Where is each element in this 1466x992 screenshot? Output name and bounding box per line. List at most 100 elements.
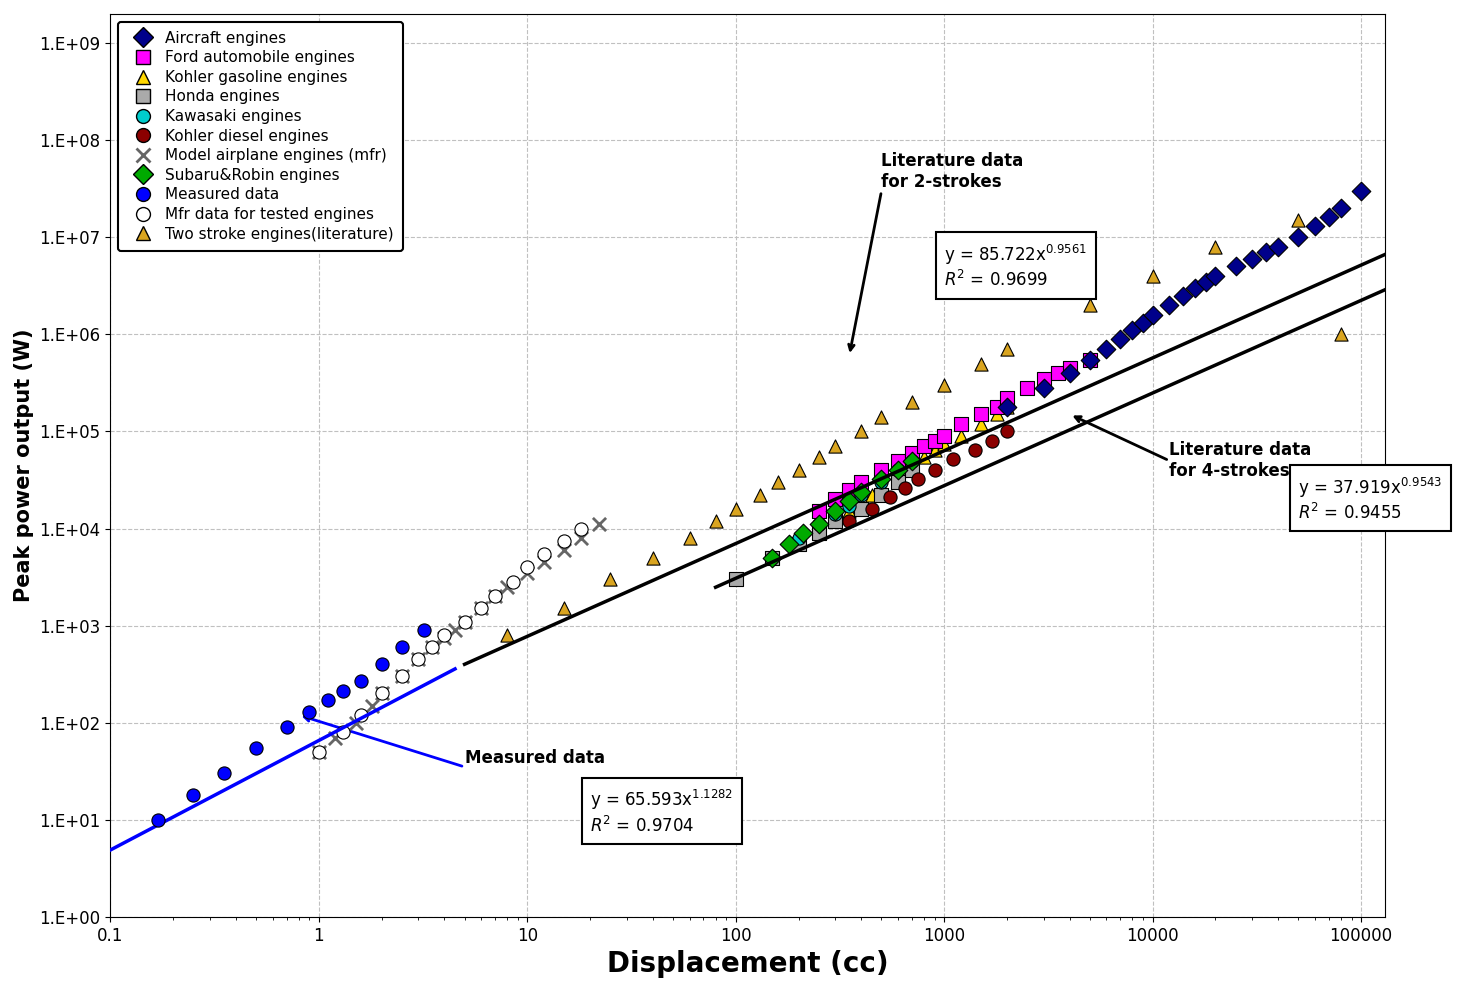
Point	[932, 428, 956, 443]
Point	[1330, 326, 1353, 342]
Point	[912, 438, 935, 454]
Text: y = 65.593x$^{1.1282}$
$R^2$ = 0.9704: y = 65.593x$^{1.1282}$ $R^2$ = 0.9704	[591, 789, 733, 836]
Point	[985, 399, 1009, 415]
Point	[963, 441, 987, 457]
Point	[361, 697, 384, 713]
Point	[553, 533, 576, 549]
Point	[1171, 288, 1195, 304]
Point	[331, 724, 355, 740]
Point	[1240, 251, 1264, 267]
Point	[274, 719, 298, 735]
Point	[484, 588, 507, 604]
Point	[887, 474, 910, 490]
Point	[969, 356, 992, 372]
Point	[787, 530, 811, 546]
Point	[724, 501, 748, 517]
Point	[824, 438, 847, 454]
Point	[887, 452, 910, 468]
Point	[850, 484, 874, 500]
Point	[995, 424, 1019, 439]
Point	[324, 730, 347, 746]
Point	[995, 341, 1019, 357]
Point	[850, 424, 874, 439]
Point	[900, 394, 924, 410]
Point	[308, 744, 331, 760]
Point	[837, 482, 861, 498]
Point	[748, 487, 771, 503]
Point	[869, 471, 893, 487]
Point	[906, 471, 929, 487]
Point	[869, 410, 893, 426]
Point	[469, 600, 493, 616]
Point	[924, 441, 947, 457]
Point	[1267, 239, 1290, 255]
Point	[1132, 315, 1155, 331]
Point	[369, 657, 393, 673]
Point	[985, 407, 1009, 423]
Point	[345, 715, 368, 731]
Point	[878, 489, 902, 505]
Point	[532, 555, 556, 570]
Point	[850, 496, 874, 512]
Point	[469, 600, 493, 616]
Point	[1078, 351, 1101, 367]
Point	[1330, 200, 1353, 216]
Point	[496, 627, 519, 643]
Point	[1183, 280, 1207, 296]
Point	[824, 504, 847, 520]
Point	[837, 498, 861, 514]
Text: Literature data
for 2-strokes: Literature data for 2-strokes	[881, 152, 1023, 190]
Point	[887, 462, 910, 478]
Point	[949, 428, 972, 443]
Point	[1303, 218, 1327, 234]
Point	[824, 491, 847, 507]
Point	[569, 521, 592, 537]
Point	[969, 407, 992, 423]
Point	[1349, 183, 1372, 198]
Point	[861, 501, 884, 517]
Point	[1108, 331, 1132, 347]
Point	[887, 468, 910, 484]
Point	[406, 652, 430, 668]
Point	[1016, 380, 1039, 396]
Point	[569, 530, 592, 546]
Point	[981, 433, 1004, 448]
Point	[1095, 341, 1119, 357]
Point	[598, 571, 622, 587]
Point	[837, 504, 861, 520]
Point	[900, 457, 924, 473]
Point	[761, 550, 784, 565]
Point	[308, 744, 331, 760]
Point	[484, 588, 507, 604]
Point	[912, 448, 935, 464]
Point	[1195, 274, 1218, 290]
Point	[806, 517, 830, 533]
Point	[1141, 268, 1164, 284]
Point	[432, 627, 456, 643]
Point	[932, 377, 956, 393]
Point	[806, 448, 830, 464]
Point	[949, 416, 972, 432]
Point	[1287, 229, 1311, 245]
Point	[900, 452, 924, 468]
Point	[412, 622, 435, 638]
Point	[900, 445, 924, 461]
Point	[350, 673, 374, 688]
Point	[1255, 244, 1278, 260]
Point	[761, 550, 784, 565]
Point	[850, 501, 874, 517]
Point	[315, 692, 339, 708]
Point	[443, 622, 466, 638]
Point	[792, 525, 815, 541]
Point	[1204, 239, 1227, 255]
Point	[893, 480, 916, 496]
Point	[887, 462, 910, 478]
Point	[787, 536, 811, 552]
Point	[777, 536, 800, 552]
Point	[213, 766, 236, 782]
Point	[1121, 322, 1145, 338]
Point	[932, 435, 956, 451]
Point	[453, 614, 476, 630]
Point	[869, 477, 893, 493]
Point	[421, 639, 444, 655]
